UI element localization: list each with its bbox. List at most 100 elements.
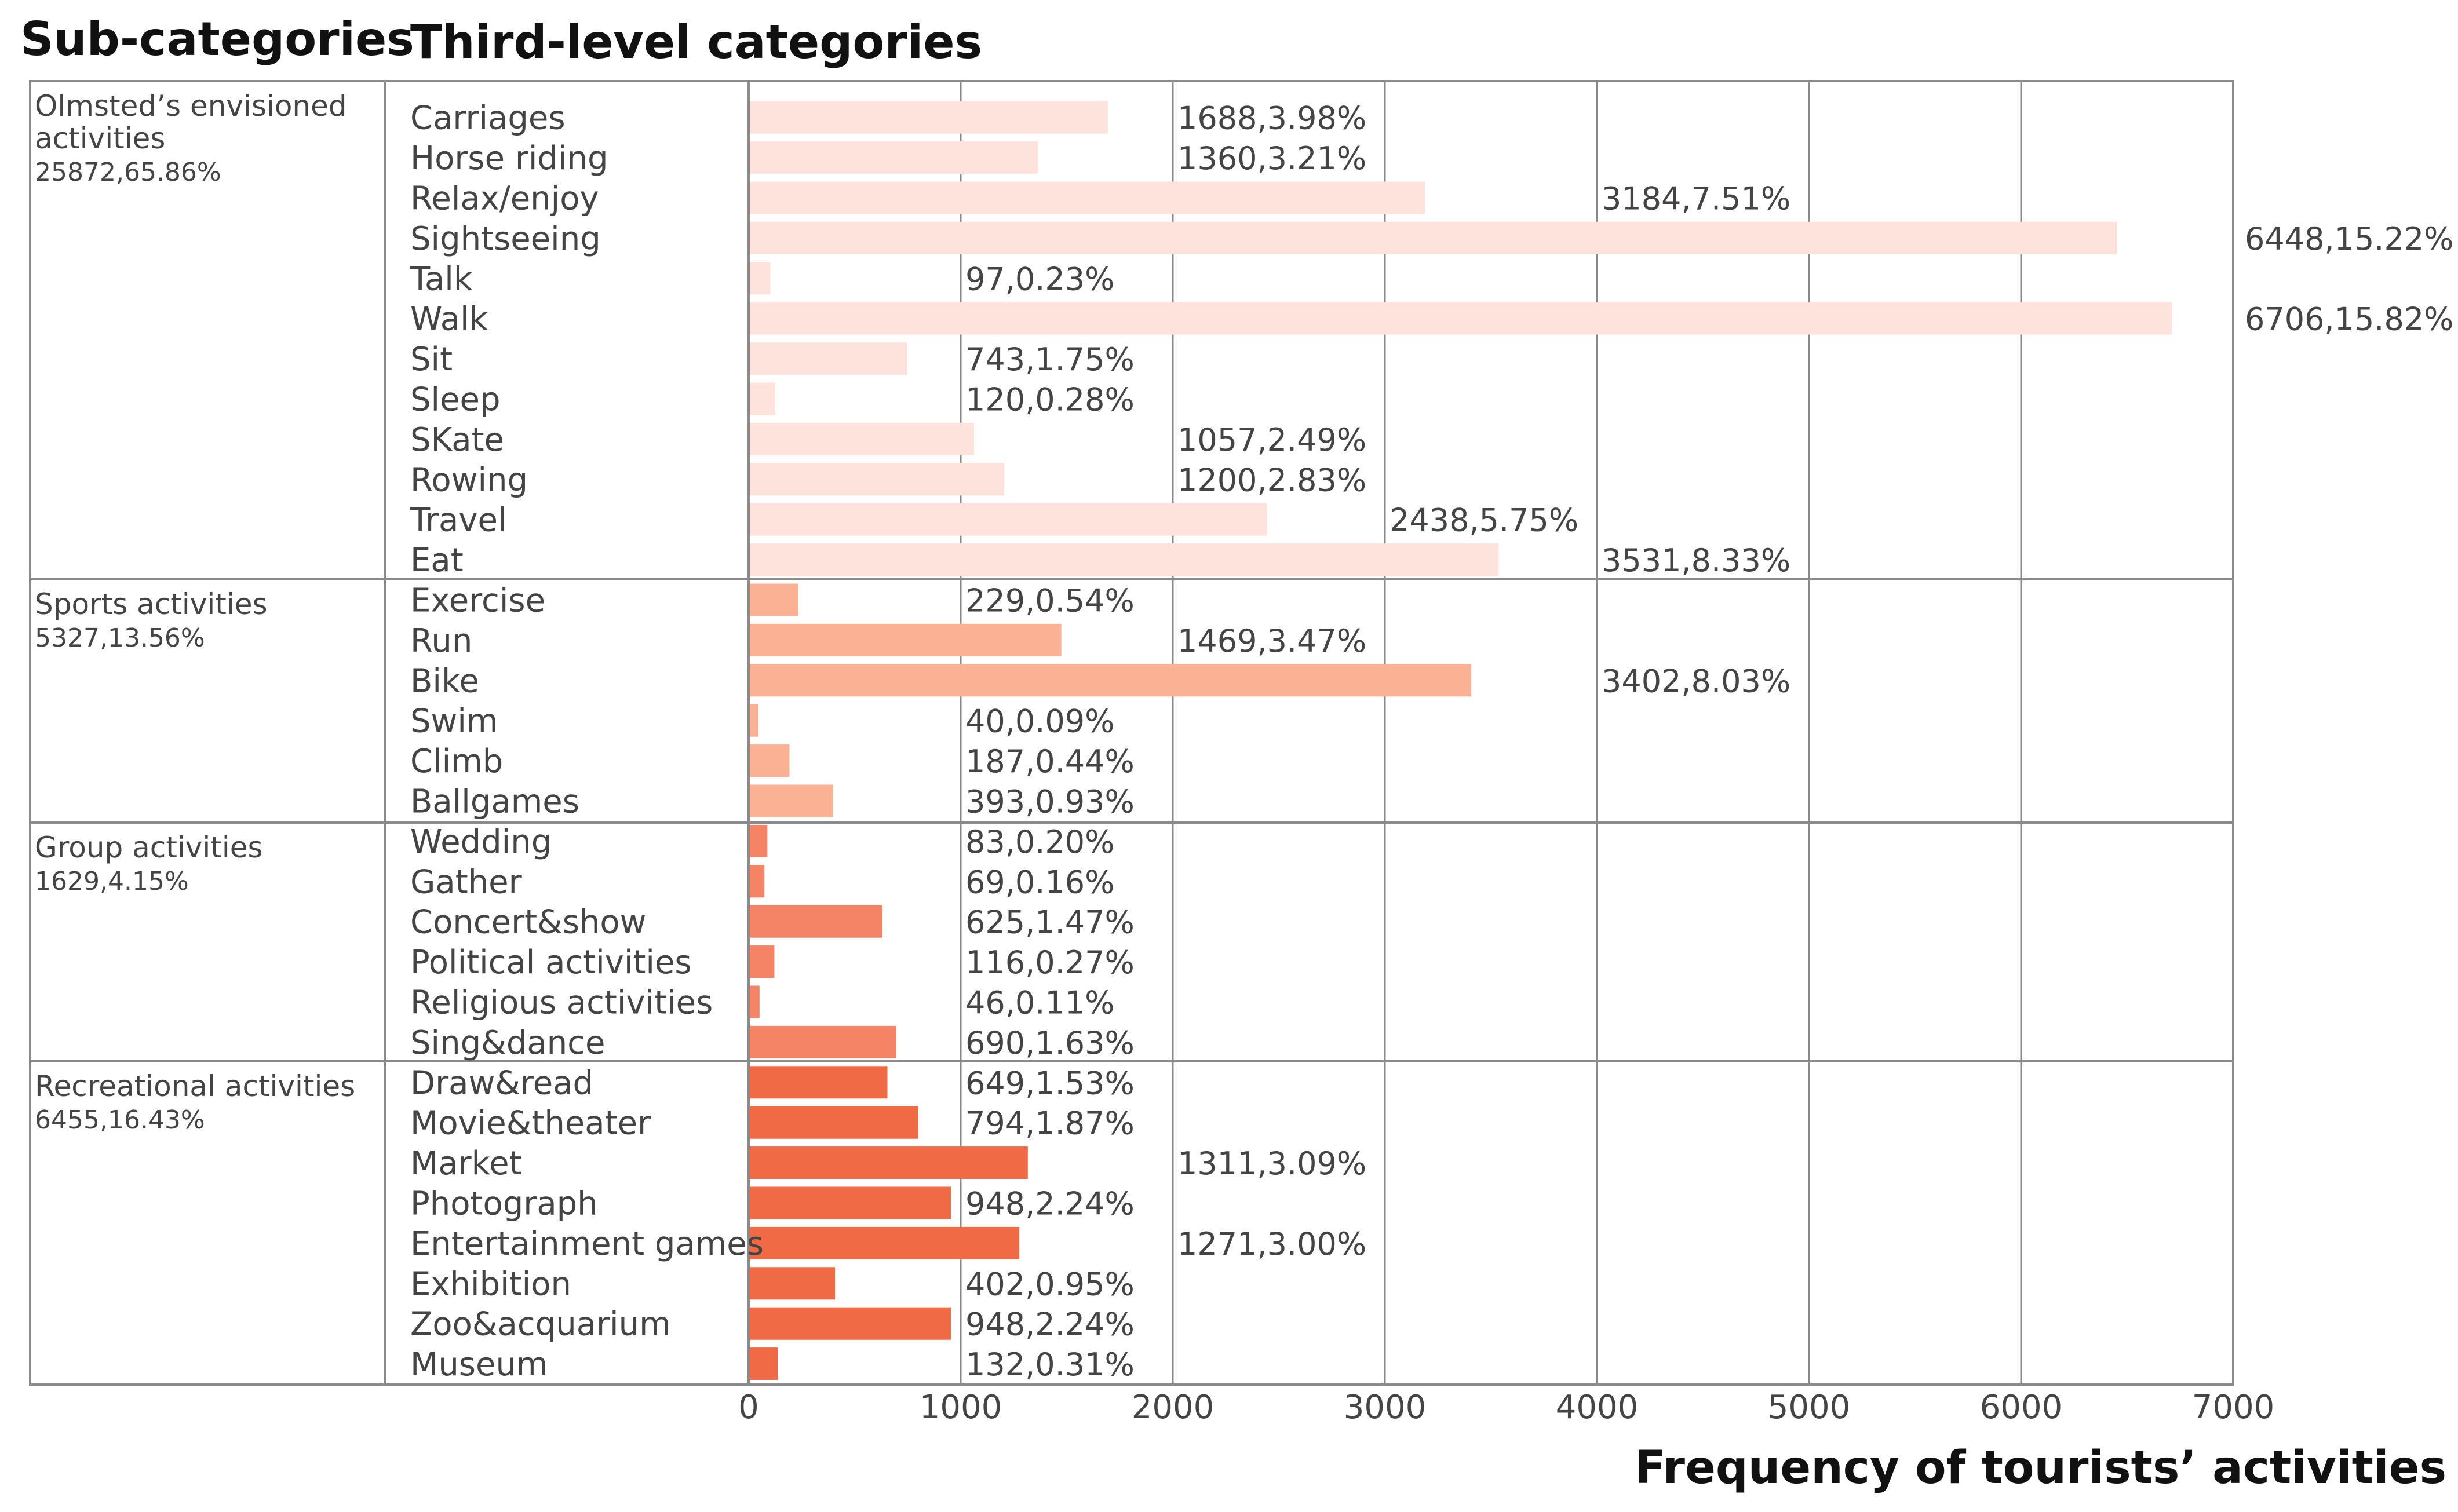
category-label: Political activities bbox=[410, 944, 692, 981]
group-name: Olmsted’s envisioned bbox=[35, 89, 347, 123]
group-stat: 1629,4.15% bbox=[35, 867, 189, 896]
bar bbox=[750, 342, 907, 375]
bar bbox=[750, 1267, 836, 1300]
bar bbox=[750, 744, 790, 777]
bar bbox=[750, 141, 1038, 174]
bar bbox=[750, 463, 1005, 496]
category-label: Swim bbox=[410, 703, 498, 740]
value-label: 69,0.16% bbox=[965, 864, 1114, 900]
category-label: Eat bbox=[410, 542, 464, 579]
x-tick-label: 6000 bbox=[1980, 1389, 2063, 1426]
category-label: Photograph bbox=[410, 1185, 598, 1223]
category-label: Religious activities bbox=[410, 984, 713, 1022]
x-tick-label: 3000 bbox=[1344, 1389, 1427, 1426]
category-label: Gather bbox=[410, 863, 523, 901]
bar bbox=[750, 1146, 1028, 1179]
bar bbox=[750, 583, 798, 616]
value-label: 132,0.31% bbox=[965, 1346, 1135, 1383]
category-label: Talk bbox=[410, 260, 473, 298]
category-label: Relax/enjoy bbox=[410, 180, 599, 218]
bar bbox=[750, 181, 1425, 214]
value-label: 83,0.20% bbox=[965, 824, 1114, 860]
value-label: 120,0.28% bbox=[965, 382, 1135, 418]
value-label: 402,0.95% bbox=[965, 1266, 1135, 1302]
bar bbox=[750, 302, 2172, 335]
x-tick-label: 7000 bbox=[2192, 1389, 2275, 1426]
bar bbox=[750, 1186, 951, 1219]
value-label: 3184,7.51% bbox=[1602, 181, 1790, 217]
value-label: 1688,3.98% bbox=[1177, 100, 1366, 137]
category-label: Draw&read bbox=[410, 1064, 593, 1102]
bar bbox=[750, 1347, 778, 1380]
category-label: SKate bbox=[410, 421, 504, 459]
value-label: 97,0.23% bbox=[965, 261, 1114, 297]
category-label: Sit bbox=[410, 341, 453, 378]
category-label: Sleep bbox=[410, 381, 501, 419]
x-tick-label: 0 bbox=[738, 1389, 759, 1426]
x-tick-label: 2000 bbox=[1132, 1389, 1215, 1426]
bar bbox=[750, 945, 775, 978]
category-label: Run bbox=[410, 622, 472, 660]
category-label: Climb bbox=[410, 743, 503, 780]
value-label: 649,1.53% bbox=[965, 1065, 1135, 1101]
bar bbox=[750, 1106, 918, 1139]
bar bbox=[750, 1025, 896, 1058]
bar bbox=[750, 664, 1472, 697]
bar bbox=[750, 1066, 888, 1099]
category-label: Sightseeing bbox=[410, 220, 601, 258]
value-label: 3531,8.33% bbox=[1602, 542, 1790, 579]
value-label: 794,1.87% bbox=[965, 1105, 1135, 1142]
category-label: Bike bbox=[410, 662, 479, 700]
value-label: 1057,2.49% bbox=[1177, 422, 1366, 458]
header-subcategories: Sub-categories bbox=[20, 12, 414, 66]
bar bbox=[750, 623, 1062, 656]
bar bbox=[750, 101, 1108, 134]
category-label: Movie&theater bbox=[410, 1105, 651, 1142]
bar bbox=[750, 784, 833, 817]
value-label: 6706,15.82% bbox=[2245, 301, 2454, 338]
value-label: 1200,2.83% bbox=[1177, 462, 1366, 498]
value-label: 690,1.63% bbox=[965, 1025, 1135, 1061]
bar bbox=[750, 503, 1267, 536]
category-label: Sing&dance bbox=[410, 1024, 605, 1062]
category-label: Rowing bbox=[410, 461, 528, 499]
bars bbox=[750, 101, 2172, 1380]
table-frame bbox=[29, 80, 2234, 1386]
category-label: Zoo&acquarium bbox=[410, 1306, 671, 1343]
category-label: Carriages bbox=[410, 100, 566, 137]
group-stat: 25872,65.86% bbox=[35, 158, 221, 187]
bar bbox=[750, 382, 775, 415]
x-axis-title: Frequency of tourists’ activities bbox=[1635, 1442, 2446, 1494]
value-label: 1360,3.21% bbox=[1177, 140, 1366, 177]
value-label: 229,0.54% bbox=[965, 583, 1135, 619]
value-label: 743,1.75% bbox=[965, 341, 1135, 378]
bar bbox=[750, 262, 771, 295]
bar bbox=[750, 824, 768, 857]
category-label: Walk bbox=[410, 301, 488, 338]
category-label: Ballgames bbox=[410, 783, 579, 821]
value-label: 1469,3.47% bbox=[1177, 623, 1366, 659]
value-label: 948,2.24% bbox=[965, 1306, 1135, 1343]
value-label: 46,0.11% bbox=[965, 985, 1114, 1021]
x-tick-label: 5000 bbox=[1768, 1389, 1851, 1426]
value-label: 1271,3.00% bbox=[1177, 1226, 1366, 1262]
bar bbox=[750, 985, 760, 1018]
value-label: 3402,8.03% bbox=[1602, 663, 1790, 699]
group-name: activities bbox=[35, 122, 165, 155]
group-name: Recreational activities bbox=[35, 1069, 355, 1103]
value-label: 1311,3.09% bbox=[1177, 1145, 1366, 1182]
category-label: Travel bbox=[410, 502, 506, 539]
bar bbox=[750, 704, 758, 737]
category-label: Market bbox=[410, 1145, 522, 1182]
group-stat: 5327,13.56% bbox=[35, 623, 205, 653]
bar bbox=[750, 221, 2117, 254]
value-label: 393,0.93% bbox=[965, 784, 1135, 820]
bar bbox=[750, 1226, 1020, 1259]
category-label: Horse riding bbox=[410, 140, 608, 177]
value-label: 116,0.27% bbox=[965, 944, 1135, 981]
value-label: 6448,15.22% bbox=[2245, 221, 2454, 257]
group-stat: 6455,16.43% bbox=[35, 1105, 205, 1135]
bar bbox=[750, 865, 765, 898]
